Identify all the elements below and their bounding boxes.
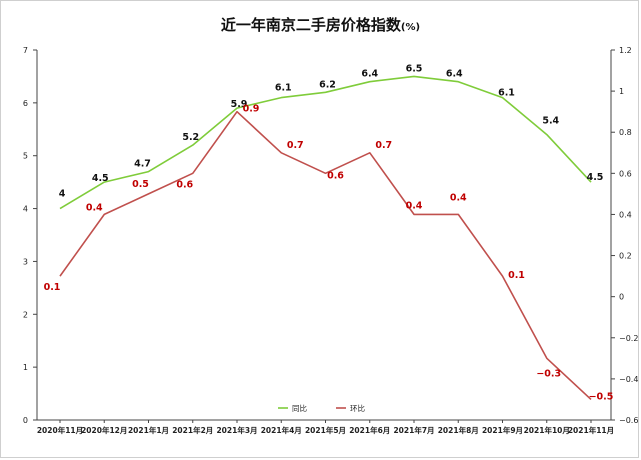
y-left-tick-label: 6 [23,99,28,108]
legend: 同比 环比 [278,403,365,413]
y-right-tick-label: 0.6 [619,169,632,178]
x-tick-label: 2021年6月 [349,425,390,435]
x-tick-label: 2020年11月 [37,425,83,435]
axes [36,50,612,421]
data-label-mom: 0.6 [327,170,344,181]
y-right-tick-label: −0.2 [619,334,638,343]
y-right-tick-label: 1 [619,87,624,96]
y-left-tick-label: 0 [23,416,28,425]
y-right-tick-label: 0.2 [619,252,632,261]
data-label-mom: 0.4 [406,200,423,211]
data-label-mom: 0.9 [243,104,260,115]
data-label-mom: 0.6 [176,179,193,190]
x-tick-label: 2021年10月 [524,425,570,435]
data-label-yoy: 6.5 [406,63,423,74]
y-left-tick-label: 5 [23,152,28,161]
data-label-yoy: 4.5 [587,172,604,183]
y-left-tick-label: 4 [23,205,28,214]
data-label-mom: −0.3 [536,368,561,379]
data-label-mom: 0.4 [450,192,467,203]
data-label-yoy: 6.1 [498,88,515,99]
data-label-mom: −0.5 [589,391,614,402]
data-label-mom: 0.7 [287,140,304,151]
data-label-yoy: 5.4 [542,116,559,127]
data-label-yoy: 6.2 [319,79,336,90]
data-label-mom: 0.1 [44,282,61,293]
data-label-mom: 0.4 [86,202,103,213]
x-tick-label: 2021年5月 [305,425,346,435]
data-label-yoy: 5.9 [231,99,248,110]
series-line-mom [59,110,592,400]
legend-label: 环比 [350,403,365,413]
y-right-tick-label: 0 [619,293,624,302]
y-right-tick-label: −0.6 [619,416,638,425]
y-axis-left-ticks: 0 1 2 3 4 5 6 7 [23,46,37,425]
data-label-yoy: 4.5 [92,173,109,184]
legend-label: 同比 [292,403,307,413]
x-tick-label: 2021年9月 [482,425,523,435]
x-tick-label: 2021年1月 [128,425,169,435]
data-label-mom: 0.5 [132,179,149,190]
data-label-yoy: 4 [59,189,66,200]
data-label-yoy: 6.4 [361,69,378,80]
chart-title: 近一年南京二手房价格指数(%) [0,14,641,35]
data-label-yoy: 5.2 [182,132,199,143]
y-left-tick-label: 7 [23,46,28,55]
x-tick-label: 2021年11月 [568,425,614,435]
series-lines [59,75,592,400]
x-tick-label: 2021年2月 [172,425,213,435]
y-right-tick-label: 1.2 [619,46,632,55]
data-label-mom: 0.1 [508,270,525,281]
x-tick-label: 2021年4月 [261,425,302,435]
x-tick-label: 2021年8月 [438,425,479,435]
y-left-tick-label: 3 [23,257,28,266]
y-left-tick-label: 1 [23,363,28,372]
chart-title-text: 近一年南京二手房价格指数 [220,16,401,34]
data-labels: 4 4.5 4.7 5.2 5.9 6.1 6.2 6.4 6.5 6.4 6.1 5.4 4.5 0.1… [44,63,614,402]
y-axis-right-ticks: −0.6 −0.4 −0.2 0 0.2 0.4 0.6 0.8 1 1.2 [611,46,638,425]
x-tick-label: 2021年7月 [393,425,434,435]
data-label-yoy: 4.7 [134,159,151,170]
x-tick-label: 2020年12月 [81,425,127,435]
data-label-yoy: 6.4 [446,69,463,80]
y-right-tick-label: 0.4 [619,210,632,219]
data-label-mom: 0.7 [375,140,392,151]
x-tick-label: 2021年3月 [216,425,257,435]
y-right-tick-label: −0.4 [619,375,638,384]
y-left-tick-label: 2 [23,310,28,319]
y-right-tick-label: 0.8 [619,128,632,137]
data-label-yoy: 6.1 [275,83,292,94]
chart-title-unit: (%) [400,22,421,33]
